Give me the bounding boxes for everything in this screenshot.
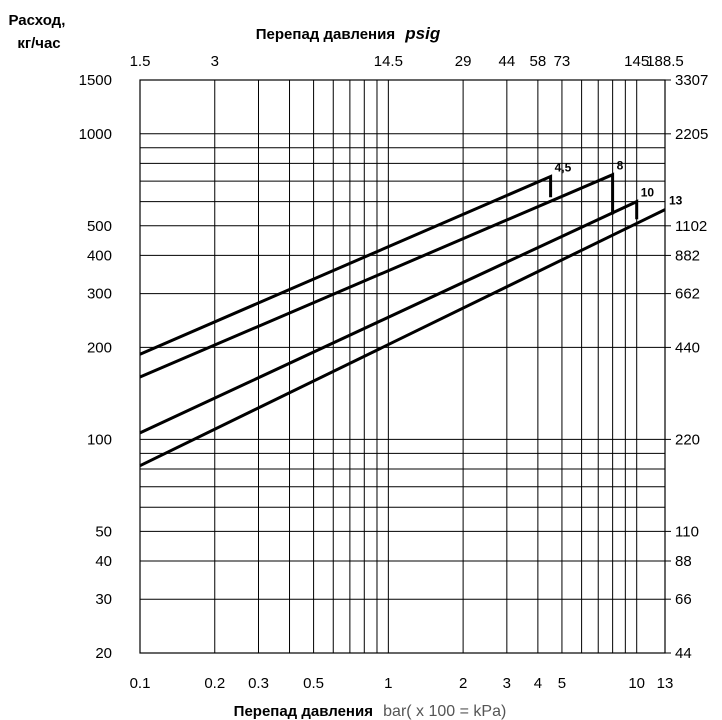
y-axis-label-line-1: Расход, [8,12,65,29]
x-tick-label: 3 [503,675,511,692]
right-tick-label: 3307 [675,72,708,89]
series-labels: 4,5 8 10 13 [555,159,683,208]
series-line [139,172,615,379]
right-tick-label: 440 [675,339,700,356]
x-tick-label: 0.5 [303,675,324,692]
y-tick-label: 100 [87,431,112,448]
x-axis-unit: bar( x 100 = kPa) [383,703,506,720]
top-axis-title: Перепад давления psig [256,24,441,43]
x-axis-label: Перепад давления [234,703,373,720]
right-tick-label: 882 [675,247,700,264]
x-tick-label: 13 [657,675,674,692]
y-tick-label: 300 [87,286,112,303]
right-tick-label: 1102 [675,218,707,235]
tick-labels: 0.1 0.2 0.3 0.5 1 2 3 4 5 10 13 1.5 3 14.5 29 44 58 73 145… [79,53,709,692]
y-tick-label: 20 [95,645,112,662]
y-tick-label: 500 [87,218,112,235]
top-tick-label: 3 [211,53,219,70]
top-tick-label: 14.5 [374,53,403,70]
right-tick-label: 110 [675,523,699,540]
top-tick-label: 1.5 [130,53,151,70]
top-tick-label: 73 [554,53,571,70]
series-label: 13 [669,194,683,208]
vertical-gridlines [214,80,638,653]
x-tick-label: 4 [534,675,542,692]
right-tick-label: 2205 [675,126,708,143]
top-tick-label: 58 [530,53,547,70]
x-axis-title: Перепад давления bar( x 100 = kPa) [234,703,507,720]
x-tick-label: 0.1 [130,675,151,692]
series-label: 4,5 [555,160,572,174]
top-tick-label: 29 [455,53,472,70]
right-tick-label: 66 [675,591,692,608]
series-line [139,199,639,435]
y-tick-label: 1500 [79,72,112,89]
x-tick-label: 0.3 [248,675,269,692]
x-tick-label: 2 [459,675,467,692]
series-label: 8 [617,159,624,173]
series-line [139,208,666,468]
x-tick-label: 1 [384,675,392,692]
y-axis-label-line-2: кг/час [17,35,60,52]
x-tick-label: 10 [628,675,645,692]
right-tick-label: 44 [675,645,692,662]
y-tick-label: 50 [95,523,112,540]
y-axis-label: Расход, кг/час [8,12,69,52]
series-line [139,174,553,356]
y-tick-label: 30 [95,591,112,608]
series-lines [139,172,666,468]
top-tick-label: 188.5 [646,53,684,70]
plot-frame [139,79,666,654]
y-tick-label: 200 [87,339,112,356]
top-axis-label: Перепад давления [256,26,395,43]
right-tick-label: 88 [675,553,692,570]
top-tick-label: 44 [499,53,516,70]
top-axis-unit: psig [404,24,441,43]
y-tick-label: 400 [87,247,112,264]
horizontal-gridlines [140,133,665,600]
right-tick-label: 662 [675,286,700,303]
x-tick-label: 0.2 [204,675,225,692]
y-tick-label: 40 [95,553,112,570]
y-tick-label: 1000 [79,126,112,143]
series-label: 10 [641,186,655,200]
x-tick-label: 5 [558,675,566,692]
right-tick-label: 220 [675,431,700,448]
top-tick-label: 145 [624,53,649,70]
